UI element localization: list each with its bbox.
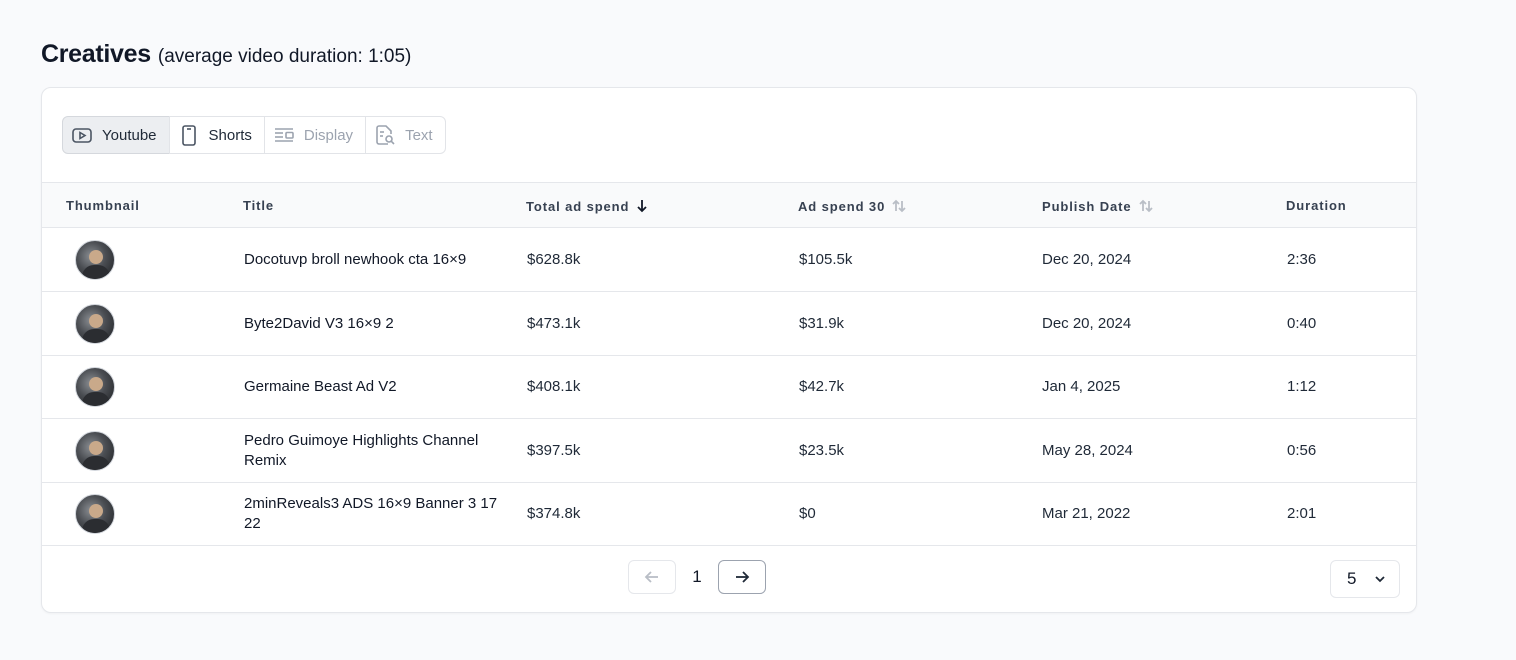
creative-title[interactable]: Byte2David V3 16×9 2 — [244, 314, 394, 332]
video-thumbnail[interactable] — [75, 303, 115, 344]
video-thumbnail[interactable] — [75, 239, 115, 280]
table-row[interactable]: Docotuvp broll newhook cta 16×9 $628.8k … — [42, 228, 1416, 292]
creative-type-tabs: Youtube Shorts Display Text — [62, 116, 446, 154]
total-ad-spend: $408.1k — [527, 378, 581, 395]
tab-label: Display — [303, 126, 354, 144]
ad-spend-30: $23.5k — [799, 442, 845, 459]
thumbnail-cell — [75, 292, 115, 355]
column-duration: Duration — [1286, 198, 1347, 213]
page-title: Creatives — [41, 40, 151, 68]
creative-title[interactable]: Docotuvp broll newhook cta 16×9 — [244, 250, 467, 268]
column-ad-spend-30[interactable]: Ad spend 30 — [798, 198, 907, 214]
chevron-down-icon — [1373, 572, 1387, 586]
publish-date: Dec 20, 2024 — [1042, 315, 1132, 332]
creative-title[interactable]: 2minReveals3 ADS 16×9 Banner 3 17 22 — [244, 494, 498, 532]
table-row[interactable]: Pedro Guimoye Highlights Channel Remix $… — [42, 419, 1416, 483]
tab-youtube[interactable]: Youtube — [62, 116, 170, 154]
tab-text[interactable]: Text — [365, 116, 446, 154]
pagination: 1 — [628, 560, 766, 594]
total-ad-spend: $397.5k — [527, 442, 581, 459]
table-header: Thumbnail Title Total ad spend Ad spend … — [42, 182, 1416, 228]
display-icon — [273, 124, 295, 146]
video-thumbnail[interactable] — [75, 493, 115, 534]
sort-toggle-icon[interactable] — [891, 198, 907, 214]
ad-spend-30: $42.7k — [799, 378, 845, 395]
publish-date: May 28, 2024 — [1042, 442, 1133, 459]
tab-display[interactable]: Display — [263, 116, 367, 154]
publish-date: Mar 21, 2022 — [1042, 505, 1131, 522]
creative-title[interactable]: Germaine Beast Ad V2 — [244, 377, 397, 395]
duration: 2:36 — [1287, 251, 1317, 268]
ad-spend-30: $0 — [799, 505, 816, 522]
column-title: Title — [243, 198, 274, 213]
page-heading: Creatives (average video duration: 1:05) — [41, 40, 411, 69]
sort-toggle-icon[interactable] — [1138, 198, 1154, 214]
publish-date: Jan 4, 2025 — [1042, 378, 1121, 395]
tab-label: Shorts — [208, 126, 252, 144]
page-size-value: 5 — [1347, 569, 1357, 588]
total-ad-spend: $473.1k — [527, 315, 581, 332]
total-ad-spend: $628.8k — [527, 251, 581, 268]
table-row[interactable]: Germaine Beast Ad V2 $408.1k $42.7k Jan … — [42, 355, 1416, 419]
duration: 0:40 — [1287, 315, 1317, 332]
publish-date: Dec 20, 2024 — [1042, 251, 1132, 268]
page-subtitle: (average video duration: 1:05) — [157, 46, 412, 67]
ad-spend-30: $31.9k — [799, 315, 845, 332]
arrow-right-icon — [733, 568, 751, 586]
column-publish-date[interactable]: Publish Date — [1042, 198, 1154, 214]
text-search-icon — [374, 124, 396, 146]
table-row[interactable]: Byte2David V3 16×9 2 $473.1k $31.9k Dec … — [42, 292, 1416, 356]
tab-label: Text — [405, 126, 433, 144]
current-page-number: 1 — [692, 567, 702, 586]
video-thumbnail[interactable] — [75, 366, 115, 407]
thumbnail-cell — [75, 355, 115, 418]
ad-spend-30: $105.5k — [799, 251, 853, 268]
total-ad-spend: $374.8k — [527, 505, 581, 522]
duration: 0:56 — [1287, 442, 1317, 459]
sort-desc-icon[interactable] — [635, 198, 649, 214]
thumbnail-cell — [75, 482, 115, 545]
column-total-ad-spend[interactable]: Total ad spend — [526, 198, 649, 214]
duration: 1:12 — [1287, 378, 1317, 395]
thumbnail-cell — [75, 419, 115, 482]
youtube-icon — [71, 124, 93, 146]
tab-label: Youtube — [102, 126, 157, 144]
arrow-left-icon — [643, 568, 661, 586]
duration: 2:01 — [1287, 505, 1317, 522]
phone-icon — [178, 124, 200, 146]
page-size-select[interactable]: 5 — [1330, 560, 1400, 598]
previous-page-button[interactable] — [628, 560, 676, 594]
tab-shorts[interactable]: Shorts — [168, 116, 265, 154]
next-page-button[interactable] — [718, 560, 766, 594]
creatives-card: Youtube Shorts Display Text Thumbnail Ti… — [41, 87, 1417, 613]
column-thumbnail: Thumbnail — [66, 198, 140, 213]
table-row[interactable]: 2minReveals3 ADS 16×9 Banner 3 17 22 $37… — [42, 482, 1416, 546]
thumbnail-cell — [75, 228, 115, 291]
video-thumbnail[interactable] — [75, 430, 115, 471]
creative-title[interactable]: Pedro Guimoye Highlights Channel Remix — [244, 431, 479, 469]
